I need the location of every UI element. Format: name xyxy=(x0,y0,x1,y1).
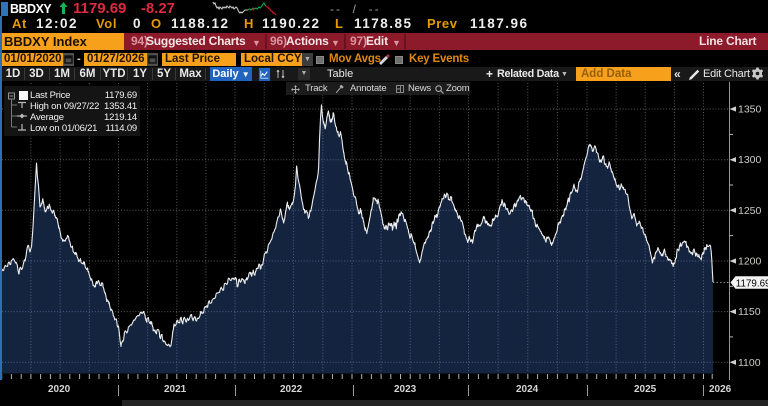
svg-text:1150: 1150 xyxy=(738,306,761,318)
svg-text:1100: 1100 xyxy=(738,357,761,369)
svg-text:1179.69: 1179.69 xyxy=(736,278,768,289)
svg-text:1350: 1350 xyxy=(738,104,762,116)
svg-text:1300: 1300 xyxy=(738,154,762,166)
svg-text:1200: 1200 xyxy=(738,256,762,268)
svg-text:1250: 1250 xyxy=(738,205,762,217)
